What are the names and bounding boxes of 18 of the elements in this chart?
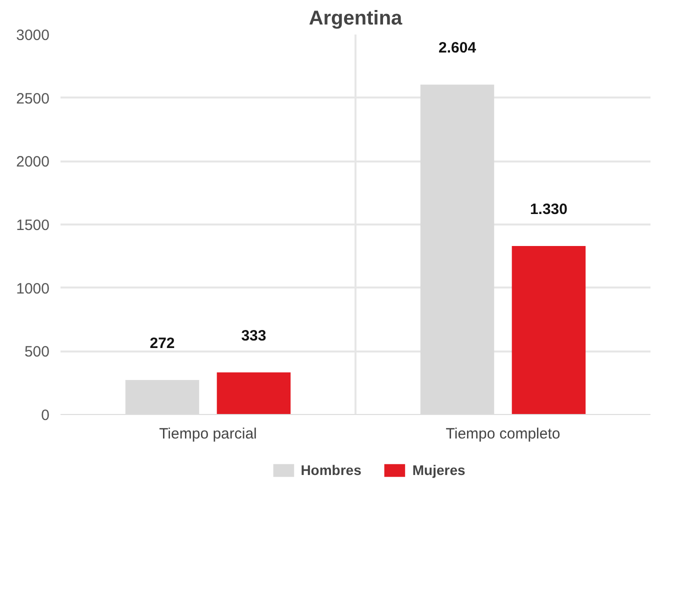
bar — [216, 372, 291, 414]
x-tick-label: Tiempo completo — [446, 426, 560, 442]
data-label: 2.604 — [438, 40, 477, 57]
data-label: 333 — [241, 327, 266, 344]
y-tick-label: 1000 — [16, 280, 50, 298]
legend-label: Mujeres — [412, 462, 466, 478]
y-tick-label: 3000 — [16, 27, 50, 44]
y-tick-label: 2500 — [16, 90, 50, 108]
y-tick-label: 1500 — [16, 217, 50, 234]
data-label: 272 — [150, 335, 175, 352]
chart-title: Argentina — [308, 8, 404, 30]
data-label: 1.330 — [530, 201, 568, 218]
y-tick-label: 0 — [41, 407, 50, 424]
y-tick-label: 500 — [24, 344, 50, 361]
bar — [512, 246, 586, 414]
x-tick-label: Tiempo parcial — [159, 426, 257, 442]
legend-label: Hombres — [300, 462, 362, 478]
y-tick-label: 2000 — [16, 154, 50, 171]
